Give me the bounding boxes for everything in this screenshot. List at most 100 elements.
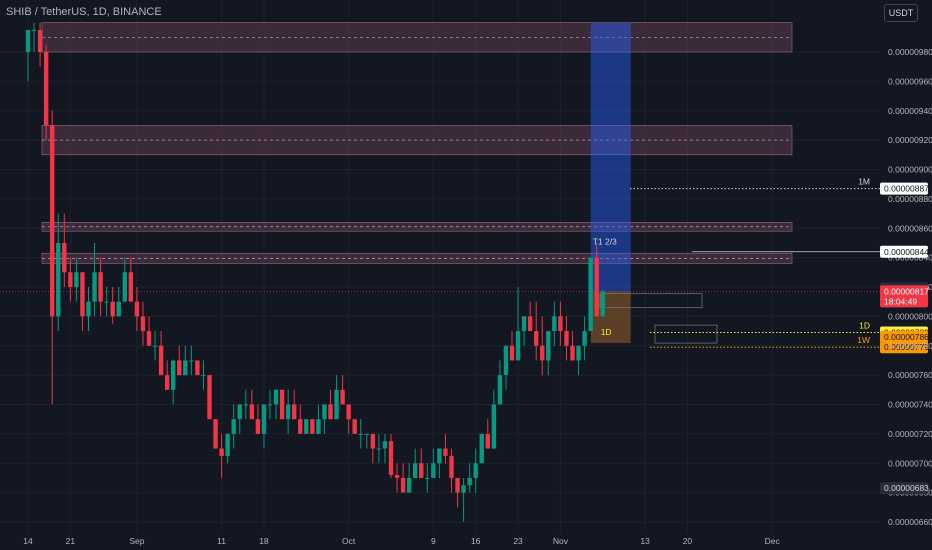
range-box — [654, 324, 718, 344]
candle-body — [183, 360, 188, 376]
candle-body — [237, 404, 242, 420]
candle-body — [219, 448, 224, 456]
candle-body — [80, 272, 85, 317]
candle-body — [86, 301, 91, 317]
candle-body — [279, 389, 285, 420]
candle-body — [68, 272, 73, 287]
candle-body — [92, 272, 97, 302]
y-tick-label: 0.00000740 — [888, 400, 932, 410]
candle-body — [437, 448, 442, 464]
candle-body — [31, 29, 37, 31]
candle-body — [540, 345, 545, 361]
y-tick-label: 0.00000700 — [888, 458, 932, 468]
candle-body — [491, 404, 497, 449]
price-label-badge — [880, 245, 928, 258]
x-tick-label: 21 — [66, 536, 76, 546]
y-tick-label: 0.00000900 — [888, 165, 932, 175]
candle-body — [56, 242, 61, 317]
candle-body — [352, 419, 357, 434]
candle-body — [564, 331, 569, 346]
y-tick-label: 0.00000880 — [888, 194, 932, 204]
candle-body — [419, 463, 424, 478]
candle-body — [394, 475, 400, 478]
candle-body — [485, 433, 490, 449]
y-tick-label: 0.00000800 — [888, 311, 932, 321]
candle-body — [140, 316, 146, 332]
x-tick-label: 18 — [259, 536, 269, 546]
level-label-1w: 1W — [857, 335, 870, 345]
candle-body — [62, 242, 67, 273]
candle-body — [425, 477, 430, 479]
candle-body — [600, 291, 605, 317]
candle-body — [467, 477, 472, 486]
resistance-zones — [41, 22, 793, 264]
candle-body — [473, 463, 478, 478]
candle-body — [243, 404, 248, 406]
y-tick-label: 0.00000660 — [888, 517, 932, 527]
candle-body — [267, 404, 273, 406]
current-price-text: 0.00000817 — [884, 286, 929, 296]
candle-body — [515, 331, 521, 361]
candle-body — [364, 433, 369, 435]
target-label: T1 2/3 — [593, 236, 617, 246]
level-price-badge — [880, 182, 928, 195]
candle-body — [98, 272, 103, 302]
candle-body — [189, 360, 194, 362]
candle-body — [594, 257, 599, 317]
candle-body — [334, 389, 339, 420]
price-axis: 0.00000980 0.00000960 0.00000940 0.00000920… — [880, 47, 932, 527]
candle-body — [413, 463, 418, 478]
candle-body — [104, 301, 109, 303]
candle-body — [171, 360, 176, 390]
candle-body — [310, 419, 315, 434]
level-price-text: 0.00000887 — [884, 184, 929, 194]
candle-body — [582, 331, 587, 346]
current-price-badge — [880, 285, 928, 308]
candle-body — [509, 345, 515, 361]
price-label-text: 0.00000683 — [884, 483, 929, 493]
candle-body — [50, 125, 55, 317]
currency-unit-button[interactable]: USDT — [884, 4, 918, 22]
candle-body — [527, 316, 533, 332]
candle-body — [298, 419, 303, 434]
x-tick-label: 9 — [431, 536, 436, 546]
level-price-text: 0.00000779 — [884, 342, 929, 352]
x-tick-label: Nov — [553, 536, 569, 546]
x-tick-label: 11 — [217, 536, 226, 546]
candle-body — [521, 316, 527, 332]
y-tick-label: 0.00000780 — [888, 341, 932, 351]
candle-body — [128, 272, 134, 302]
candle-body — [304, 419, 309, 434]
candle-body — [328, 404, 333, 420]
chart-title: SHIB / TetherUS, 1D, BINANCE — [6, 6, 162, 18]
candle-body — [497, 375, 503, 405]
candle-body — [558, 316, 563, 332]
candle-body — [134, 301, 140, 317]
candle-body — [201, 375, 206, 377]
candle-body — [534, 331, 539, 346]
candle-body — [576, 345, 581, 361]
y-tick-label: 0.00000860 — [888, 223, 932, 233]
price-label-badge — [880, 482, 928, 495]
candle-body — [400, 477, 406, 493]
y-tick-label: 0.00000920 — [888, 135, 932, 145]
y-tick-label: 0.00000940 — [888, 106, 932, 116]
candle-body — [116, 301, 121, 317]
candle-body — [37, 29, 43, 52]
candle-body — [273, 389, 279, 405]
candle-body — [316, 419, 321, 434]
target-area — [590, 22, 631, 292]
candle-body — [546, 331, 551, 361]
range-box — [599, 293, 703, 309]
candle-body — [461, 485, 466, 493]
candle-body — [25, 29, 31, 52]
candle-body — [146, 331, 152, 346]
candle-body — [588, 257, 593, 332]
candle-body — [449, 455, 454, 478]
x-tick-label: Oct — [342, 536, 356, 546]
x-tick-label: 13 — [640, 536, 650, 546]
x-tick-label: 20 — [683, 536, 693, 546]
candlesticks — [25, 22, 605, 522]
x-tick-label: Sep — [129, 536, 144, 546]
